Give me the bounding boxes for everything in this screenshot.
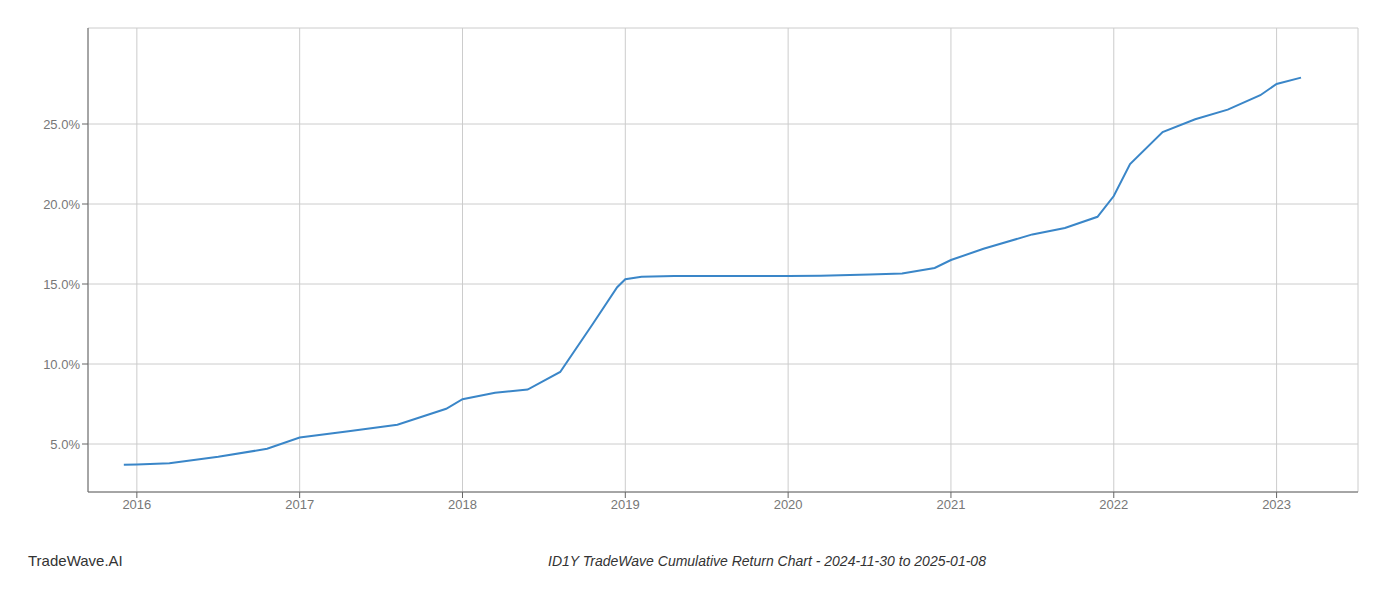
svg-text:2018: 2018 xyxy=(448,497,477,512)
svg-text:2023: 2023 xyxy=(1262,497,1291,512)
svg-text:20.0%: 20.0% xyxy=(43,197,80,212)
svg-text:2019: 2019 xyxy=(611,497,640,512)
svg-text:25.0%: 25.0% xyxy=(43,117,80,132)
svg-text:2020: 2020 xyxy=(774,497,803,512)
svg-text:2016: 2016 xyxy=(122,497,151,512)
svg-text:10.0%: 10.0% xyxy=(43,357,80,372)
svg-text:15.0%: 15.0% xyxy=(43,277,80,292)
svg-text:2017: 2017 xyxy=(285,497,314,512)
html-text:TradeWave.AI: TradeWave.AI xyxy=(28,552,123,569)
html-text:ID1Y TradeWave Cumulative Retu: ID1Y TradeWave Cumulative Return Chart -… xyxy=(548,553,986,569)
svg-text:2022: 2022 xyxy=(1099,497,1128,512)
svg-text:2021: 2021 xyxy=(936,497,965,512)
svg-text:5.0%: 5.0% xyxy=(50,437,80,452)
